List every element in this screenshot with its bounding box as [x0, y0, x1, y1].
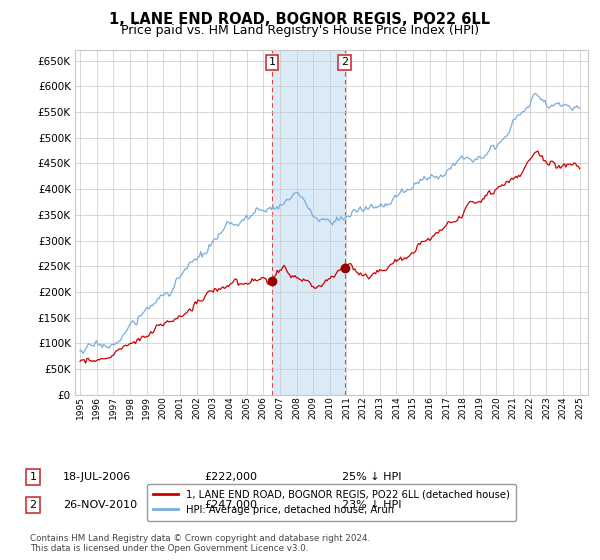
Legend: 1, LANE END ROAD, BOGNOR REGIS, PO22 6LL (detached house), HPI: Average price, d: 1, LANE END ROAD, BOGNOR REGIS, PO22 6LL… [147, 484, 516, 521]
Text: £222,000: £222,000 [204, 472, 257, 482]
Text: 2: 2 [341, 58, 349, 67]
Text: 1: 1 [269, 58, 276, 67]
Text: Contains HM Land Registry data © Crown copyright and database right 2024.
This d: Contains HM Land Registry data © Crown c… [30, 534, 370, 553]
Text: 1: 1 [29, 472, 37, 482]
Text: 23% ↓ HPI: 23% ↓ HPI [342, 500, 401, 510]
Text: 26-NOV-2010: 26-NOV-2010 [63, 500, 137, 510]
Text: 2: 2 [29, 500, 37, 510]
Text: £247,000: £247,000 [204, 500, 257, 510]
Text: 18-JUL-2006: 18-JUL-2006 [63, 472, 131, 482]
Text: Price paid vs. HM Land Registry's House Price Index (HPI): Price paid vs. HM Land Registry's House … [121, 24, 479, 36]
Text: 25% ↓ HPI: 25% ↓ HPI [342, 472, 401, 482]
Text: 1, LANE END ROAD, BOGNOR REGIS, PO22 6LL: 1, LANE END ROAD, BOGNOR REGIS, PO22 6LL [109, 12, 491, 27]
Bar [272, 50, 345, 395]
